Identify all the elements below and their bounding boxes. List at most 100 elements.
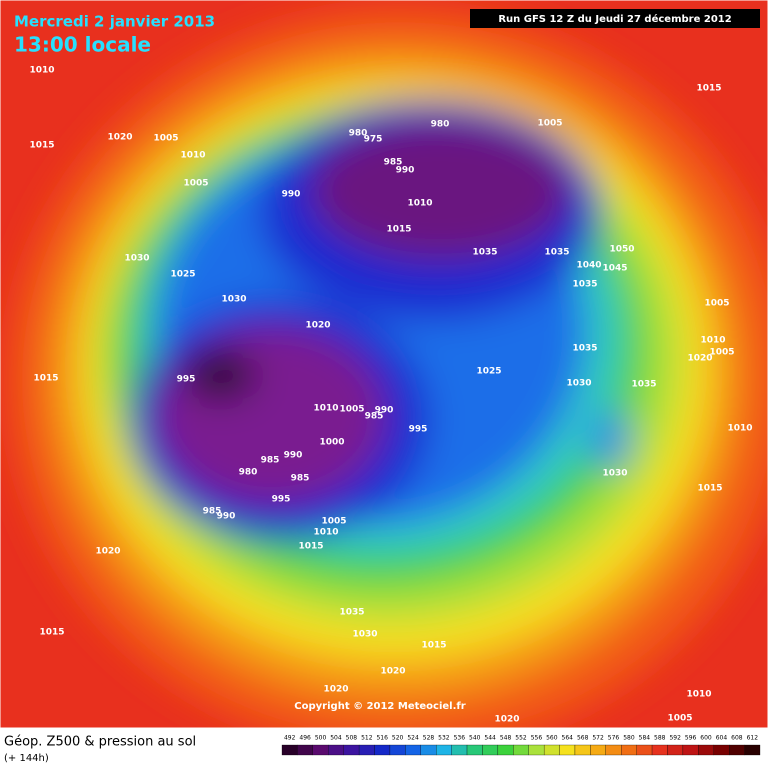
colorbar-swatch [451,744,468,756]
colorbar-swatch [605,744,622,756]
run-info: Run GFS 12 Z du Jeudi 27 décembre 2012 [498,13,731,25]
pressure-label: 1045 [602,264,627,274]
pressure-label: 1005 [709,348,734,358]
pressure-label: 990 [375,406,394,416]
colorbar-swatch [590,744,606,756]
colorbar-label: 612 [747,735,759,742]
colorbar-swatch [297,744,313,756]
pressure-label: 1005 [321,517,346,527]
footer-title: Géop. Z500 & pression au sol [4,735,196,750]
pressure-label: 1010 [686,690,711,700]
colorbar: 492 496 500 504 508 512 516 520 524 528 532 536 540 5… [281,735,761,756]
pressure-label: 1040 [576,261,601,271]
colorbar-swatch [559,744,576,756]
colorbar-label: 492 [284,735,296,742]
pressure-label: 990 [217,512,236,522]
pressure-label: 985 [203,507,222,517]
colorbar-label: 580 [623,735,635,742]
colorbar-label: 576 [608,735,620,742]
pressure-label: 1015 [298,542,323,552]
pressure-label: 1025 [170,270,195,280]
pressure-label: 975 [364,135,383,145]
colorbar-label: 588 [654,735,666,742]
colorbar-swatch [513,744,529,756]
colorbar-label: 516 [376,735,388,742]
pressure-label: 1030 [124,254,149,264]
colorbar-label: 568 [577,735,589,742]
colorbar-swatch [312,744,329,756]
pressure-label: 990 [284,451,303,461]
colorbar-swatch [466,744,483,756]
colorbar-label: 556 [531,735,543,742]
pressure-label: 1035 [572,280,597,290]
run-box [470,9,760,28]
colorbar-label: 544 [484,735,496,742]
pressure-label: 1005 [153,134,178,144]
colorbar-label: 560 [546,735,558,742]
pressure-label: 1035 [631,380,656,390]
pressure-label: 1020 [305,321,330,331]
colorbar-label: 600 [700,735,712,742]
colorbar-label: 508 [346,735,358,742]
colorbar-swatch [636,744,653,756]
pressure-label: 1015 [29,141,54,151]
pressure-label: 1010 [727,424,752,434]
forecast-date: Mercredi 2 janvier 2013 [14,13,215,31]
pressure-label: 1000 [319,438,344,448]
colorbar-swatch [374,744,391,756]
colorbar-label: 596 [685,735,697,742]
pressure-label: 1050 [609,245,634,255]
colorbar-swatch [328,744,344,756]
pressure-label: 1025 [476,367,501,377]
colorbar-label: 540 [469,735,481,742]
pressure-label: 1010 [180,151,205,161]
pressure-label: 1005 [667,714,692,724]
pressure-labels: 1010101510201015100510101005103010251030… [29,66,752,725]
pressure-label: 995 [272,495,291,505]
footer-subtitle: (+ 144h) [4,753,49,764]
pressure-label: 1010 [313,404,338,414]
pressure-label: 1030 [221,295,246,305]
colorbar-swatch [698,744,714,756]
colorbar-swatch [651,744,668,756]
pressure-label: 1015 [421,641,446,651]
pressure-label: 1020 [323,685,348,695]
colorbar-swatch [405,744,421,756]
pressure-label: 990 [396,166,415,176]
colorbar-label: 520 [392,735,404,742]
pressure-label: 1005 [183,179,208,189]
pressure-label: 1030 [566,379,591,389]
pressure-label: 1035 [544,248,569,258]
pressure-label: 1005 [537,119,562,129]
pressure-label: 985 [261,456,280,466]
pressure-label: 1005 [339,405,364,415]
pressure-label: 990 [282,190,301,200]
pressure-label: 995 [409,425,428,435]
pressure-label: 1035 [572,344,597,354]
colorbar-swatch [667,744,684,756]
pressure-label: 1030 [602,469,627,479]
colorbar-label: 536 [454,735,466,742]
colorbar-swatch [574,744,591,756]
pressure-label: 1015 [697,484,722,494]
pressure-label: 980 [431,120,450,130]
pressure-label: 1010 [29,66,54,76]
colorbar-swatch [729,744,745,756]
colorbar-swatch [436,744,452,756]
colorbar-label: 592 [669,735,681,742]
pressure-label: 1010 [407,199,432,209]
pressure-label: 985 [365,412,384,422]
map [0,0,768,750]
colorbar-swatch [497,744,514,756]
colorbar-label: 572 [592,735,604,742]
colorbar-swatch [358,744,375,756]
colorbar-swatch [389,744,406,756]
pressure-label: 1015 [696,84,721,94]
pressure-label: 1020 [95,547,120,557]
colorbar-swatch [682,744,699,756]
forecast-time: 13:00 locale [14,33,151,57]
colorbar-label: 548 [500,735,512,742]
colorbar-label: 608 [731,735,743,742]
colorbar-swatch [543,744,560,756]
